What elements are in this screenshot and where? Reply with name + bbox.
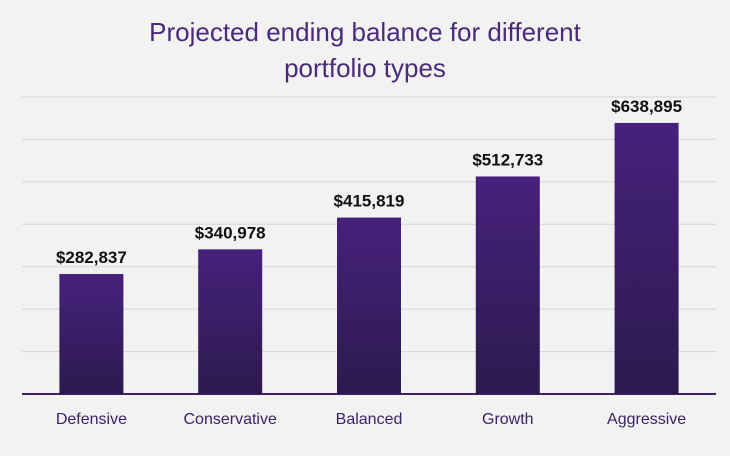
value-label-balanced: $415,819	[334, 192, 405, 211]
bar-conservative	[198, 249, 263, 394]
value-label-growth: $512,733	[472, 150, 543, 169]
bars	[59, 122, 679, 395]
category-label-balanced: Balanced	[336, 411, 403, 428]
bar-balanced	[337, 217, 401, 394]
category-label-conservative: Conservative	[184, 411, 277, 428]
category-labels: Defensive Conservative Balanced Growth Aggre…	[56, 411, 686, 428]
bar-aggressive	[614, 122, 679, 395]
value-label-aggressive: $638,895	[611, 97, 682, 116]
chart-title: Projected ending balance for different p…	[0, 14, 730, 86]
bar-growth	[475, 176, 540, 394]
chart-title-line-1: Projected ending balance for different	[149, 17, 581, 47]
value-label-conservative: $340,978	[195, 223, 266, 242]
category-label-aggressive: Aggressive	[607, 411, 686, 428]
category-label-defensive: Defensive	[56, 411, 127, 428]
value-labels: $282,837 $340,978 $415,819 $512,733 $638,895	[56, 97, 682, 267]
category-label-growth: Growth	[482, 411, 534, 428]
bar-defensive	[59, 273, 124, 394]
value-label-defensive: $282,837	[56, 248, 127, 267]
chart-title-line-2: portfolio types	[284, 53, 446, 83]
